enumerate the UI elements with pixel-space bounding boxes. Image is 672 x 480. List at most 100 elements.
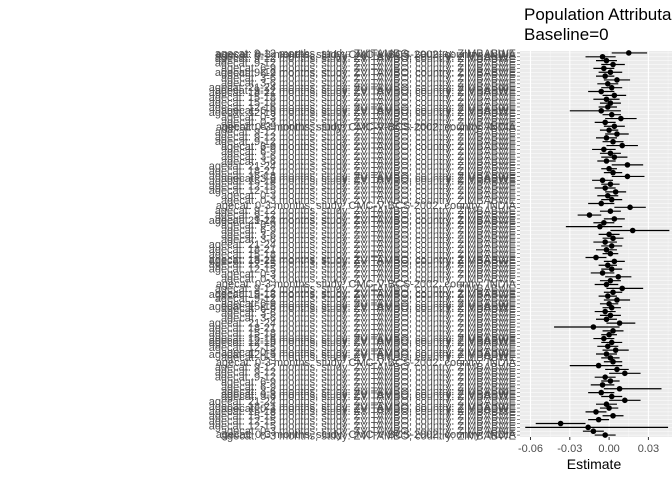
y-axis-label-overlap: agecat: 6-9 months, study: ZVITAMBO, cou…: [221, 303, 516, 315]
y-axis-label: agecat: 9-12 months, study: ZVITAMBO, co…: [215, 85, 516, 97]
estimate-point: [606, 405, 612, 411]
y-axis-label-overlap: agecat: 9-12 months, study: ZVITAMBO, co…: [215, 58, 516, 70]
estimate-point: [601, 219, 607, 226]
y-axis-label: agecat: 6-9 months, study: ZVITAMBO, cou…: [221, 121, 516, 133]
estimate-point: [608, 196, 615, 203]
y-axis-label: agecat: 0-3 months, study: CMC-V-BCS-200…: [216, 429, 517, 441]
y-axis-label-overlap: agecat: 3-6 months, study: ZVITAMBO, cou…: [221, 386, 516, 398]
y-axis-label-overlap: agecat: 12-15 months, study: ZVITAMBO, c…: [209, 342, 516, 354]
estimate-point: [603, 158, 610, 164]
estimate-point: [601, 335, 607, 342]
estimate-point: [606, 127, 612, 133]
y-axis-label-overlap: agecat: 0-3 months, study: ZVITAMBO, cou…: [221, 195, 516, 207]
y-axis-label-overlap: agecat: 3-6 months, study: ZVITAMBO, cou…: [221, 77, 516, 89]
x-tick-label: -0.06: [518, 443, 543, 455]
estimate-point: [603, 96, 610, 103]
plot-panel: [520, 51, 672, 437]
estimate-point: [611, 258, 618, 265]
y-axis-label-overlap: agecat: 9-12 months, study: ZVITAMBO, co…: [215, 362, 516, 374]
chart-title: Population Attributable Baseline=0: [524, 5, 672, 44]
estimate-point: [614, 297, 620, 303]
y-axis-labels: agecat: 9-12 months, study: ZVITAMBO, co…: [209, 48, 517, 442]
estimate-point: [610, 289, 616, 296]
estimate-point: [608, 243, 615, 249]
y-axis-label-overlap: agecat: 9-12 months, study: ZVITAMBO, co…: [215, 293, 516, 305]
estimate-point: [610, 169, 616, 176]
estimate-point: [598, 88, 605, 95]
y-axis-label-overlap: agecat: 18-21 months, study: ZVITAMBO, c…: [209, 244, 516, 256]
estimate-point: [610, 412, 616, 419]
estimate-point: [627, 204, 633, 211]
y-axis-label: agecat: 0-3 months, study: ZVITAMBO, cou…: [221, 389, 516, 401]
estimate-point: [585, 424, 591, 431]
y-axis-label-overlap: agecat: 0-3 months, study: ZVITAMBO, cou…: [221, 347, 516, 359]
y-axis-label-overlap: agecat: 0-3 months, study: ZVITAMBO, cou…: [221, 112, 516, 124]
estimate-point: [557, 420, 564, 427]
y-axis-label-overlap: agecat: 12-15 months, study: ZVITAMBO, c…: [209, 420, 516, 432]
y-axis-label-overlap: agecat: 15-18 months, study: ZVITAMBO, c…: [209, 332, 516, 344]
estimate-point: [607, 208, 614, 214]
estimate-point: [607, 150, 614, 157]
y-axis-label-overlap: agecat: 12-15 months, study: ZVITAMBO, c…: [209, 264, 516, 276]
y-axis-label-overlap: agecat: 3-6 months, study: ZVITAMBO, cou…: [221, 72, 516, 84]
y-axis-label: agecat: 9-12 months, study: ZVITAMBO, co…: [215, 51, 516, 63]
estimate-point: [597, 223, 603, 230]
estimate-point: [618, 115, 624, 122]
estimate-point: [608, 393, 615, 400]
y-axis-label-overlap: agecat: 12-15 months, study: ZVITAMBO, c…: [209, 180, 516, 192]
y-axis-label-overlap: agecat: 15-18 months, study: ZVITAMBO, c…: [209, 97, 516, 109]
y-axis-label-overlap: agecat: 12-15 months, study: ZVITAMBO, c…: [209, 185, 516, 197]
y-axis-label: agecat: 6-9 months, study: ZVITAMBO, cou…: [221, 105, 516, 117]
estimate-point: [602, 119, 608, 126]
y-axis-label-overlap: agecat: 18-21 months, study: ZVITAMBO, c…: [209, 166, 516, 178]
estimate-point: [602, 185, 608, 191]
estimate-point: [604, 262, 611, 269]
y-axis-label-overlap: agecat: 18-21 months, study: ZVITAMBO, c…: [209, 401, 516, 413]
estimate-point: [606, 231, 612, 238]
estimate-point: [601, 146, 607, 153]
y-axis-label: agecat: 15-18 months, study: ZVITAMBO, c…: [209, 289, 516, 301]
y-axis-label-overlap: agecat: 9-12 months, study: ZVITAMBO, co…: [215, 210, 516, 222]
estimate-point: [611, 216, 618, 222]
estimate-point: [603, 246, 610, 253]
estimate-point: [599, 270, 606, 276]
y-axis-label-overlap: agecat: 0-3 months, study: ZVITAMBO, cou…: [221, 273, 516, 285]
estimate-point: [604, 293, 611, 299]
y-axis-label-overlap: agecat: 9-12 months, study: ZVITAMBO, co…: [215, 136, 516, 148]
y-axis-ticks: [517, 52, 520, 436]
estimate-point: [607, 69, 614, 76]
y-axis-label-overlap: agecat: 3-6 months, study: ZVITAMBO, cou…: [221, 308, 516, 320]
y-axis-label-overlap: agecat: 6-9 months, study: ZVITAMBO, cou…: [221, 298, 516, 310]
y-axis-label-overlap: agecat: 15-18 months, study: ZVITAMBO, c…: [209, 170, 516, 182]
estimate-point: [610, 358, 616, 365]
y-axis-label-overlap: agecat: 0-3 months, study: ZVITAMBO, cou…: [221, 352, 516, 364]
x-tick-label: 0.03: [638, 443, 659, 455]
y-axis-label-overlap: agecat: 15-18 months, study: ZVITAMBO, c…: [209, 254, 516, 266]
estimate-point: [616, 320, 623, 326]
estimate-point: [606, 331, 612, 338]
estimate-point: [611, 154, 618, 160]
y-axis-label: agecat: 3-6 months, study: ZVITAMBO, cou…: [221, 141, 516, 153]
y-axis-label-overlap: agecat: 0-3 months, study: ZVITAMBO, cou…: [221, 190, 516, 202]
y-axis-label-overlap: agecat: 9-12 months, study: ZVITAMBO, co…: [215, 48, 516, 60]
estimate-point: [599, 382, 606, 388]
estimate-point: [625, 50, 632, 56]
estimate-point: [608, 339, 615, 346]
y-axis-label-overlap: agecat: 12-15 months, study: ZVITAMBO, c…: [209, 337, 516, 349]
estimate-point: [622, 370, 628, 377]
estimate-point: [595, 362, 602, 369]
estimate-point: [612, 347, 619, 353]
estimate-point: [614, 366, 620, 373]
estimate-point: [603, 316, 610, 323]
estimate-point: [610, 61, 616, 68]
estimate-point: [614, 131, 620, 137]
y-axis-label-overlap: agecat: 0-3 months, study: ZVITAMBO, cou…: [221, 269, 516, 281]
estimate-point: [593, 254, 599, 261]
y-axis-label-overlap: agecat: 0-3 months, study: CMC-V-BCS-200…: [216, 278, 517, 290]
estimate-point: [612, 189, 619, 195]
y-axis-label-overlap: agecat: 0-3 months, study: CMC-V-BCS-200…: [216, 121, 517, 133]
y-axis-label-overlap: agecat: 12-15 months, study: ZVITAMBO, c…: [209, 102, 516, 114]
x-axis-ticks: -0.06 -0.03 0.00 0.03: [518, 437, 659, 455]
y-axis-label-overlap: agecat: 6-9 months, study: ZVITAMBO, cou…: [221, 220, 516, 232]
estimate-point: [603, 135, 610, 141]
